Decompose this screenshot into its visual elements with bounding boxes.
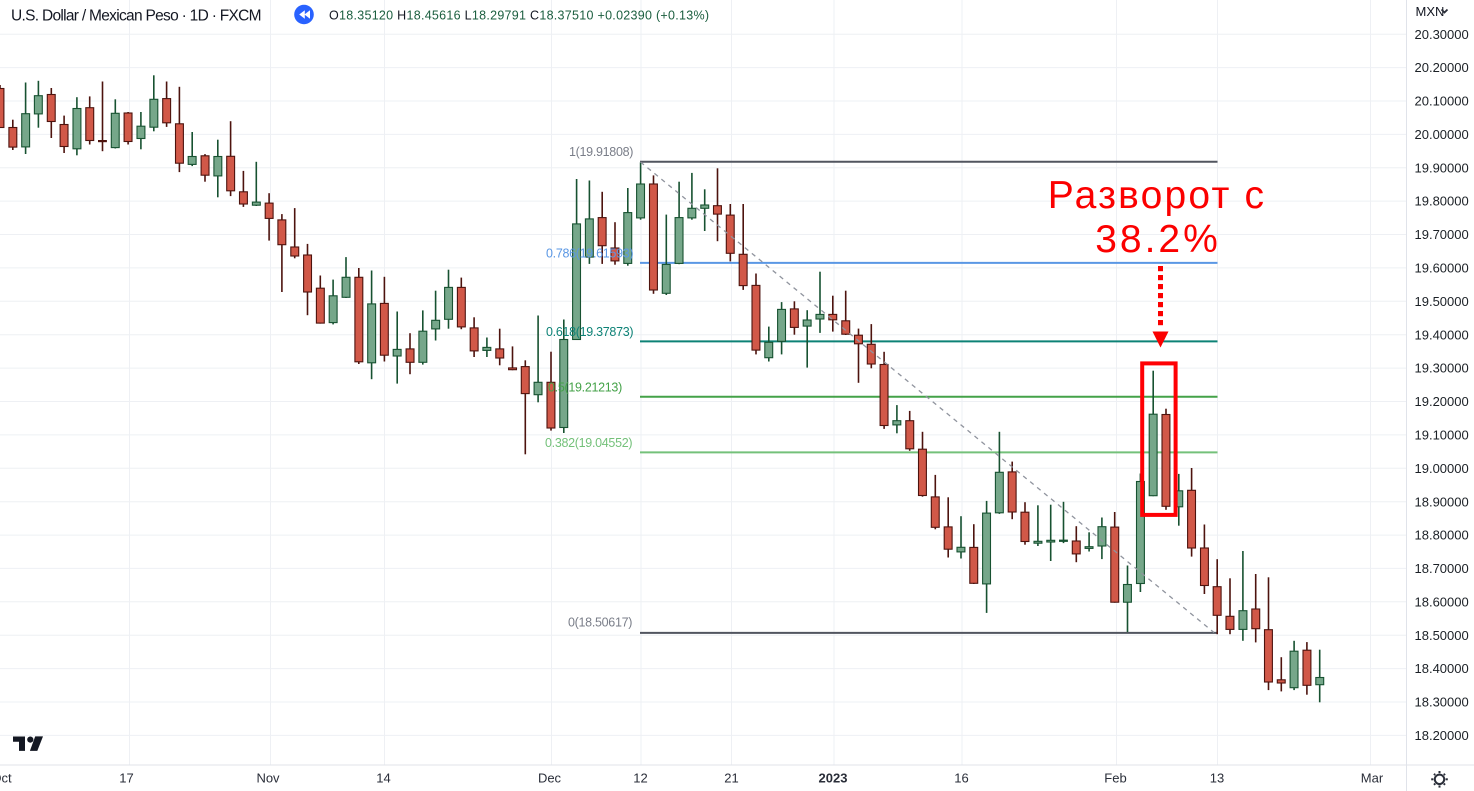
svg-text:MXN: MXN	[1416, 4, 1445, 19]
svg-text:19.40000: 19.40000	[1415, 327, 1469, 342]
svg-text:12: 12	[633, 771, 647, 786]
svg-text:18.50000: 18.50000	[1415, 628, 1469, 643]
svg-text:0.5(19.21213): 0.5(19.21213)	[548, 381, 622, 395]
svg-text:19.80000: 19.80000	[1415, 194, 1469, 209]
svg-text:19.30000: 19.30000	[1415, 361, 1469, 376]
svg-text:0.382(19.04552): 0.382(19.04552)	[545, 436, 632, 450]
svg-text:38.2%: 38.2%	[1095, 218, 1221, 261]
svg-text:O18.35120 H18.45616 L18.29791: O18.35120 H18.45616 L18.29791 C18.37510 …	[329, 9, 709, 23]
svg-text:0(18.50617): 0(18.50617)	[568, 616, 632, 630]
svg-text:20.00000: 20.00000	[1415, 127, 1469, 142]
svg-text:18.70000: 18.70000	[1415, 561, 1469, 576]
svg-text:16: 16	[954, 771, 968, 786]
svg-text:13: 13	[1210, 771, 1224, 786]
svg-text:Nov: Nov	[256, 771, 280, 786]
svg-text:19.60000: 19.60000	[1415, 261, 1469, 276]
svg-text:19.50000: 19.50000	[1415, 294, 1469, 309]
svg-text:19.20000: 19.20000	[1415, 394, 1469, 409]
svg-text:19.10000: 19.10000	[1415, 428, 1469, 443]
svg-text:18.90000: 18.90000	[1415, 494, 1469, 509]
svg-text:21: 21	[724, 771, 738, 786]
svg-text:19.00000: 19.00000	[1415, 461, 1469, 476]
svg-text:18.30000: 18.30000	[1415, 695, 1469, 710]
svg-text:Разворот с: Разворот с	[1048, 174, 1267, 217]
svg-text:18.40000: 18.40000	[1415, 661, 1469, 676]
svg-text:Oct: Oct	[0, 771, 12, 786]
svg-text:18.60000: 18.60000	[1415, 594, 1469, 609]
svg-text:19.70000: 19.70000	[1415, 227, 1469, 242]
svg-text:20.10000: 20.10000	[1415, 94, 1469, 109]
svg-text:U.S. Dollar / Mexican Peso · 1: U.S. Dollar / Mexican Peso · 1D · FXCM	[11, 8, 261, 25]
svg-text:Dec: Dec	[538, 771, 562, 786]
svg-text:17: 17	[119, 771, 133, 786]
svg-text:0.618(19.37873): 0.618(19.37873)	[546, 325, 633, 339]
svg-text:20.20000: 20.20000	[1415, 60, 1469, 75]
svg-text:20.30000: 20.30000	[1415, 27, 1469, 42]
svg-text:2023: 2023	[819, 771, 848, 786]
svg-text:Feb: Feb	[1104, 771, 1126, 786]
svg-text:14: 14	[376, 771, 390, 786]
svg-text:0.786(19.61593): 0.786(19.61593)	[546, 246, 633, 260]
svg-text:18.20000: 18.20000	[1415, 728, 1469, 743]
svg-text:1(19.91808): 1(19.91808)	[569, 145, 633, 159]
svg-text:Mar: Mar	[1361, 771, 1384, 786]
svg-text:19.90000: 19.90000	[1415, 160, 1469, 175]
svg-text:18.80000: 18.80000	[1415, 528, 1469, 543]
